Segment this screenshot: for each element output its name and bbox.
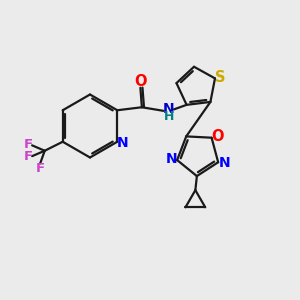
Text: H: H — [164, 110, 174, 123]
Text: S: S — [215, 70, 226, 85]
Text: N: N — [117, 136, 128, 150]
Text: N: N — [218, 156, 230, 170]
Text: N: N — [165, 152, 177, 167]
Text: F: F — [23, 150, 32, 163]
Text: F: F — [23, 138, 32, 151]
Text: O: O — [134, 74, 147, 89]
Text: F: F — [36, 162, 45, 175]
Text: O: O — [211, 129, 224, 144]
Text: N: N — [163, 102, 174, 116]
